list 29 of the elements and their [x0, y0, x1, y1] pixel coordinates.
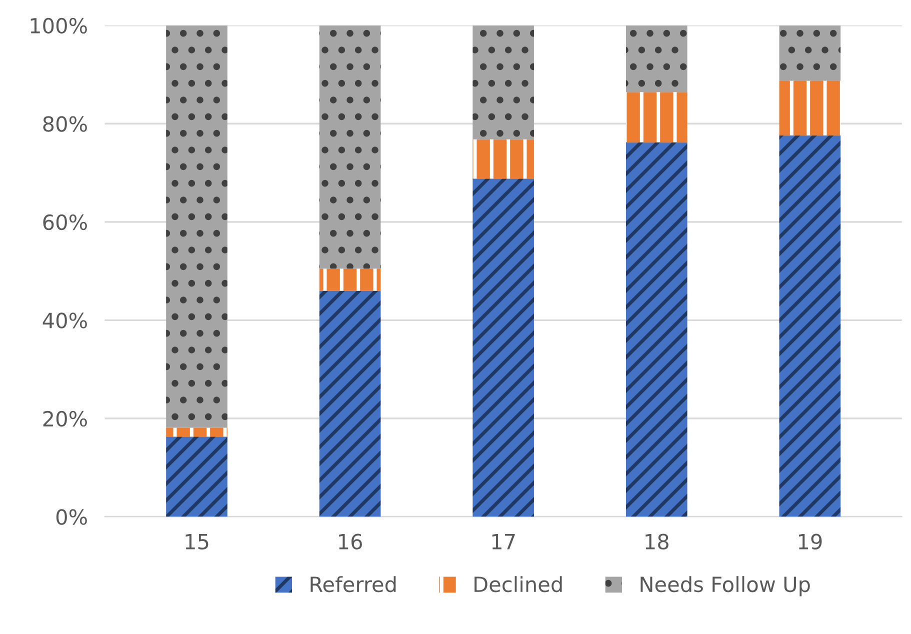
bar: [319, 268, 381, 291]
y-tick-label: 60%: [43, 214, 87, 230]
bar: [779, 135, 841, 517]
bar: [472, 139, 534, 179]
x-tick-label: 16: [339, 534, 362, 550]
bar: [166, 436, 228, 517]
y-tick-label: 40%: [42, 312, 87, 328]
bar: [319, 290, 381, 517]
bar: [166, 428, 228, 437]
y-tick-label: 100%: [30, 18, 87, 34]
bar: [472, 25, 534, 140]
x-tick-label: 15: [186, 534, 208, 550]
legend-label: Needs Follow Up: [640, 576, 810, 596]
legend-label: Declined: [474, 576, 562, 592]
bar: [626, 142, 688, 517]
y-tick-label: 20%: [43, 410, 87, 427]
bar: [626, 25, 688, 92]
bar: [626, 92, 688, 142]
bar: [779, 25, 841, 80]
x-tick-label: 19: [798, 534, 822, 550]
bar: [779, 80, 841, 136]
legend-label: Referred: [310, 576, 396, 592]
y-tick-label: 80%: [43, 116, 87, 132]
y-tick-label: 0%: [56, 509, 87, 525]
bar: [472, 178, 534, 517]
bar: [319, 25, 381, 269]
bar: [166, 25, 228, 428]
x-tick-label: 17: [492, 534, 515, 550]
x-tick-label: 18: [646, 534, 668, 550]
